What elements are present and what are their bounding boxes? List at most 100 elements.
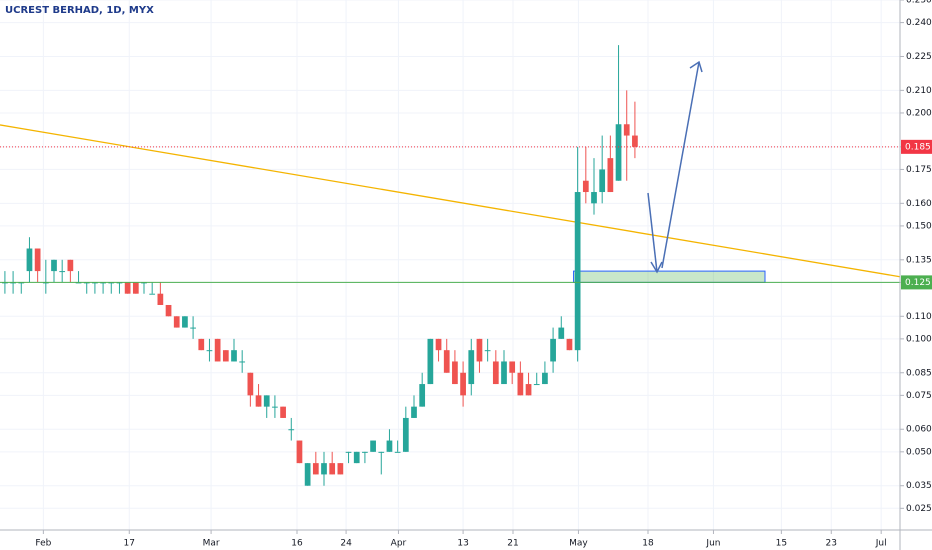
candle-body [468,350,475,385]
x-tick-label: Jun [705,539,720,549]
arrow-down [647,192,658,273]
candle-body [525,384,532,396]
y-tick-label: 0.060 [906,425,932,435]
y-tick-label: 0.160 [906,199,932,209]
candle-body [280,406,286,418]
candle-body [574,192,581,351]
candle-body [607,158,614,193]
candle-body [402,417,409,452]
candle-body [59,271,66,273]
candle-body [165,304,172,317]
candle-body [272,406,278,408]
candle-body [312,463,319,475]
candle-body [353,451,360,464]
x-tick-label: 18 [642,539,654,549]
arrow-up [661,61,700,269]
candle-body [34,248,41,272]
candle-body [435,338,442,351]
x-tick-label: 24 [340,539,352,549]
candle-body [394,451,401,453]
candle-body [51,259,57,272]
x-tick-label: 15 [776,539,787,549]
plot [0,45,901,486]
candle-body [173,316,180,328]
candle-body [533,384,540,386]
candle-body [222,350,229,362]
candle-body [337,463,344,475]
candle-body [206,350,213,352]
y-tick-label: 0.110 [906,312,932,322]
x-tick-label: May [569,539,588,549]
x-tick-label: Feb [35,539,51,549]
y-tick-label: 0.175 [906,165,932,175]
y-tick-label: 0.240 [906,18,932,28]
candle-body [304,463,311,486]
candle-body [566,338,573,351]
candle-body [67,259,74,272]
candle-body [182,316,188,328]
x-tick-label: Mar [203,539,220,549]
candle-body [582,180,589,193]
x-tick-label: 17 [124,539,135,549]
y-tick-label: 0.050 [906,447,932,457]
candle-body [599,169,606,193]
candle-body [296,440,303,464]
candle-body [509,361,516,373]
candle-body [362,451,368,453]
candle-body [378,451,385,453]
candle-body [427,338,434,385]
candle-body [386,440,393,452]
x-tick-label: 13 [457,539,468,549]
candle-body [157,293,164,305]
chart-title: UCREST BERHAD, 1D, MYX [5,5,154,16]
candle-body [288,429,295,431]
candle-body [517,372,524,396]
candle-body [370,440,376,452]
candle-body [124,282,131,294]
candle-body [329,463,336,475]
price-tag-label: 0.125 [905,278,931,288]
candle-body [550,338,556,362]
candle-body [443,350,450,373]
candle-body [132,282,139,294]
candle-body [623,124,630,136]
candle-body [484,350,491,352]
x-tick-label: Apr [391,539,407,549]
candle-body [476,338,483,362]
y-tick-label: 0.150 [906,221,932,231]
y-tick-label: 0.035 [906,481,932,491]
y-tick-label: 0.100 [906,334,932,344]
candle-body [255,395,262,407]
candle-body [460,372,466,396]
candle-body [26,248,33,272]
y-tick-label: 0.210 [906,86,932,96]
x-tick-label: 16 [291,539,303,549]
y-tick-label: 0.250 [906,0,932,6]
candle-body [591,192,597,204]
candle-body [632,135,638,147]
candle-body [615,124,622,181]
candle-body [247,372,254,396]
candle-body [263,395,270,407]
x-tick-label: 21 [507,539,518,549]
candle-body [345,451,352,453]
candle-body [501,361,507,385]
candle-body [149,293,156,295]
price-tag [901,139,932,154]
candle-body [452,361,458,385]
drawings [647,60,703,274]
candle-body [231,350,237,362]
candle-body [419,384,426,407]
candle-body [190,327,196,329]
candle-body [321,463,327,475]
x-tick-label: Jul [875,539,887,549]
candle-body [198,338,205,351]
x-tick-label: 23 [826,539,837,549]
axes: 0.025 0.035 0.050 0.060 0.075 0.085 0.100 0.110… [35,0,932,549]
zone [573,270,766,283]
arrow-head [689,60,703,73]
candle-body [542,372,548,385]
candle-body [558,327,565,339]
